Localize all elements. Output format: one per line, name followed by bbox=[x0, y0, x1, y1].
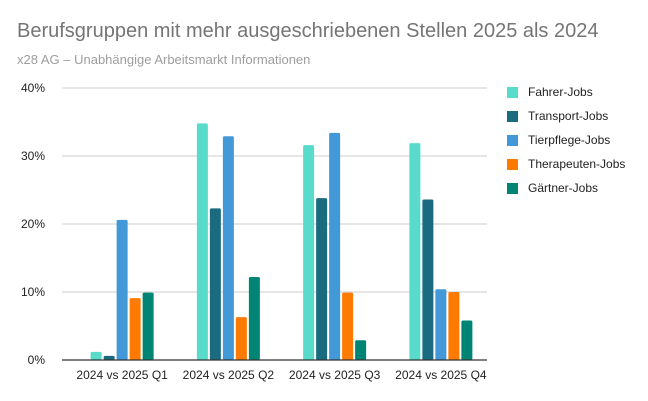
y-tick-label: 30% bbox=[21, 149, 45, 163]
bar-gärtner-jobs-q3 bbox=[355, 340, 367, 360]
chart-subtitle: x28 AG – Unabhängige Arbeitsmarkt Inform… bbox=[17, 52, 311, 67]
bar-fahrer-jobs-q3 bbox=[303, 145, 315, 360]
bar-therapeuten-jobs-q2 bbox=[235, 317, 247, 360]
legend-item: Tierpflege-Jobs bbox=[507, 128, 625, 152]
bar-tierpflege-jobs-q2 bbox=[222, 136, 234, 360]
bar-gärtner-jobs-q4 bbox=[461, 320, 473, 360]
legend-swatch bbox=[507, 158, 518, 170]
legend-swatch bbox=[507, 134, 518, 146]
legend-item: Gärtner-Jobs bbox=[507, 176, 625, 200]
chart-title: Berufsgruppen mit mehr ausgeschriebenen … bbox=[17, 20, 599, 42]
y-tick-label: 0% bbox=[28, 353, 46, 367]
legend-item: Fahrer-Jobs bbox=[507, 80, 625, 104]
y-tick-label: 10% bbox=[21, 285, 45, 299]
legend-label: Gärtner-Jobs bbox=[528, 181, 599, 195]
bar-fahrer-jobs-q2 bbox=[196, 123, 208, 360]
bar-tierpflege-jobs-q1 bbox=[116, 219, 128, 360]
bar-transport-jobs-q4 bbox=[422, 199, 434, 360]
bar-transport-jobs-q1 bbox=[103, 355, 115, 360]
legend-swatch bbox=[507, 86, 518, 98]
x-tick-label: 2024 vs 2025 Q3 bbox=[289, 368, 381, 382]
x-tick-label: 2024 vs 2025 Q2 bbox=[183, 368, 275, 382]
legend-swatch bbox=[507, 182, 518, 194]
bar-gärtner-jobs-q2 bbox=[248, 277, 260, 360]
legend-item: Transport-Jobs bbox=[507, 104, 625, 128]
y-tick-label: 40% bbox=[21, 81, 45, 95]
legend-swatch bbox=[507, 110, 518, 122]
legend-label: Therapeuten-Jobs bbox=[528, 157, 626, 171]
bar-gärtner-jobs-q1 bbox=[142, 292, 154, 360]
bar-therapeuten-jobs-q3 bbox=[342, 292, 354, 360]
bar-transport-jobs-q3 bbox=[316, 198, 328, 360]
bar-tierpflege-jobs-q3 bbox=[329, 132, 341, 360]
chart-legend: Fahrer-Jobs Transport-Jobs Tierpflege-Jobs… bbox=[507, 80, 625, 200]
legend-item: Therapeuten-Jobs bbox=[507, 152, 625, 176]
bar-fahrer-jobs-q4 bbox=[409, 143, 421, 360]
bar-tierpflege-jobs-q4 bbox=[435, 289, 447, 360]
legend-label: Tierpflege-Jobs bbox=[528, 133, 611, 147]
x-tick-label: 2024 vs 2025 Q1 bbox=[76, 368, 168, 382]
legend-label: Fahrer-Jobs bbox=[528, 85, 593, 99]
bar-therapeuten-jobs-q1 bbox=[129, 298, 141, 360]
legend-label: Transport-Jobs bbox=[528, 109, 609, 123]
bar-fahrer-jobs-q1 bbox=[90, 351, 102, 360]
bar-therapeuten-jobs-q4 bbox=[448, 292, 460, 360]
y-tick-label: 20% bbox=[21, 217, 45, 231]
x-tick-label: 2024 vs 2025 Q4 bbox=[395, 368, 487, 382]
bar-transport-jobs-q2 bbox=[209, 208, 221, 360]
